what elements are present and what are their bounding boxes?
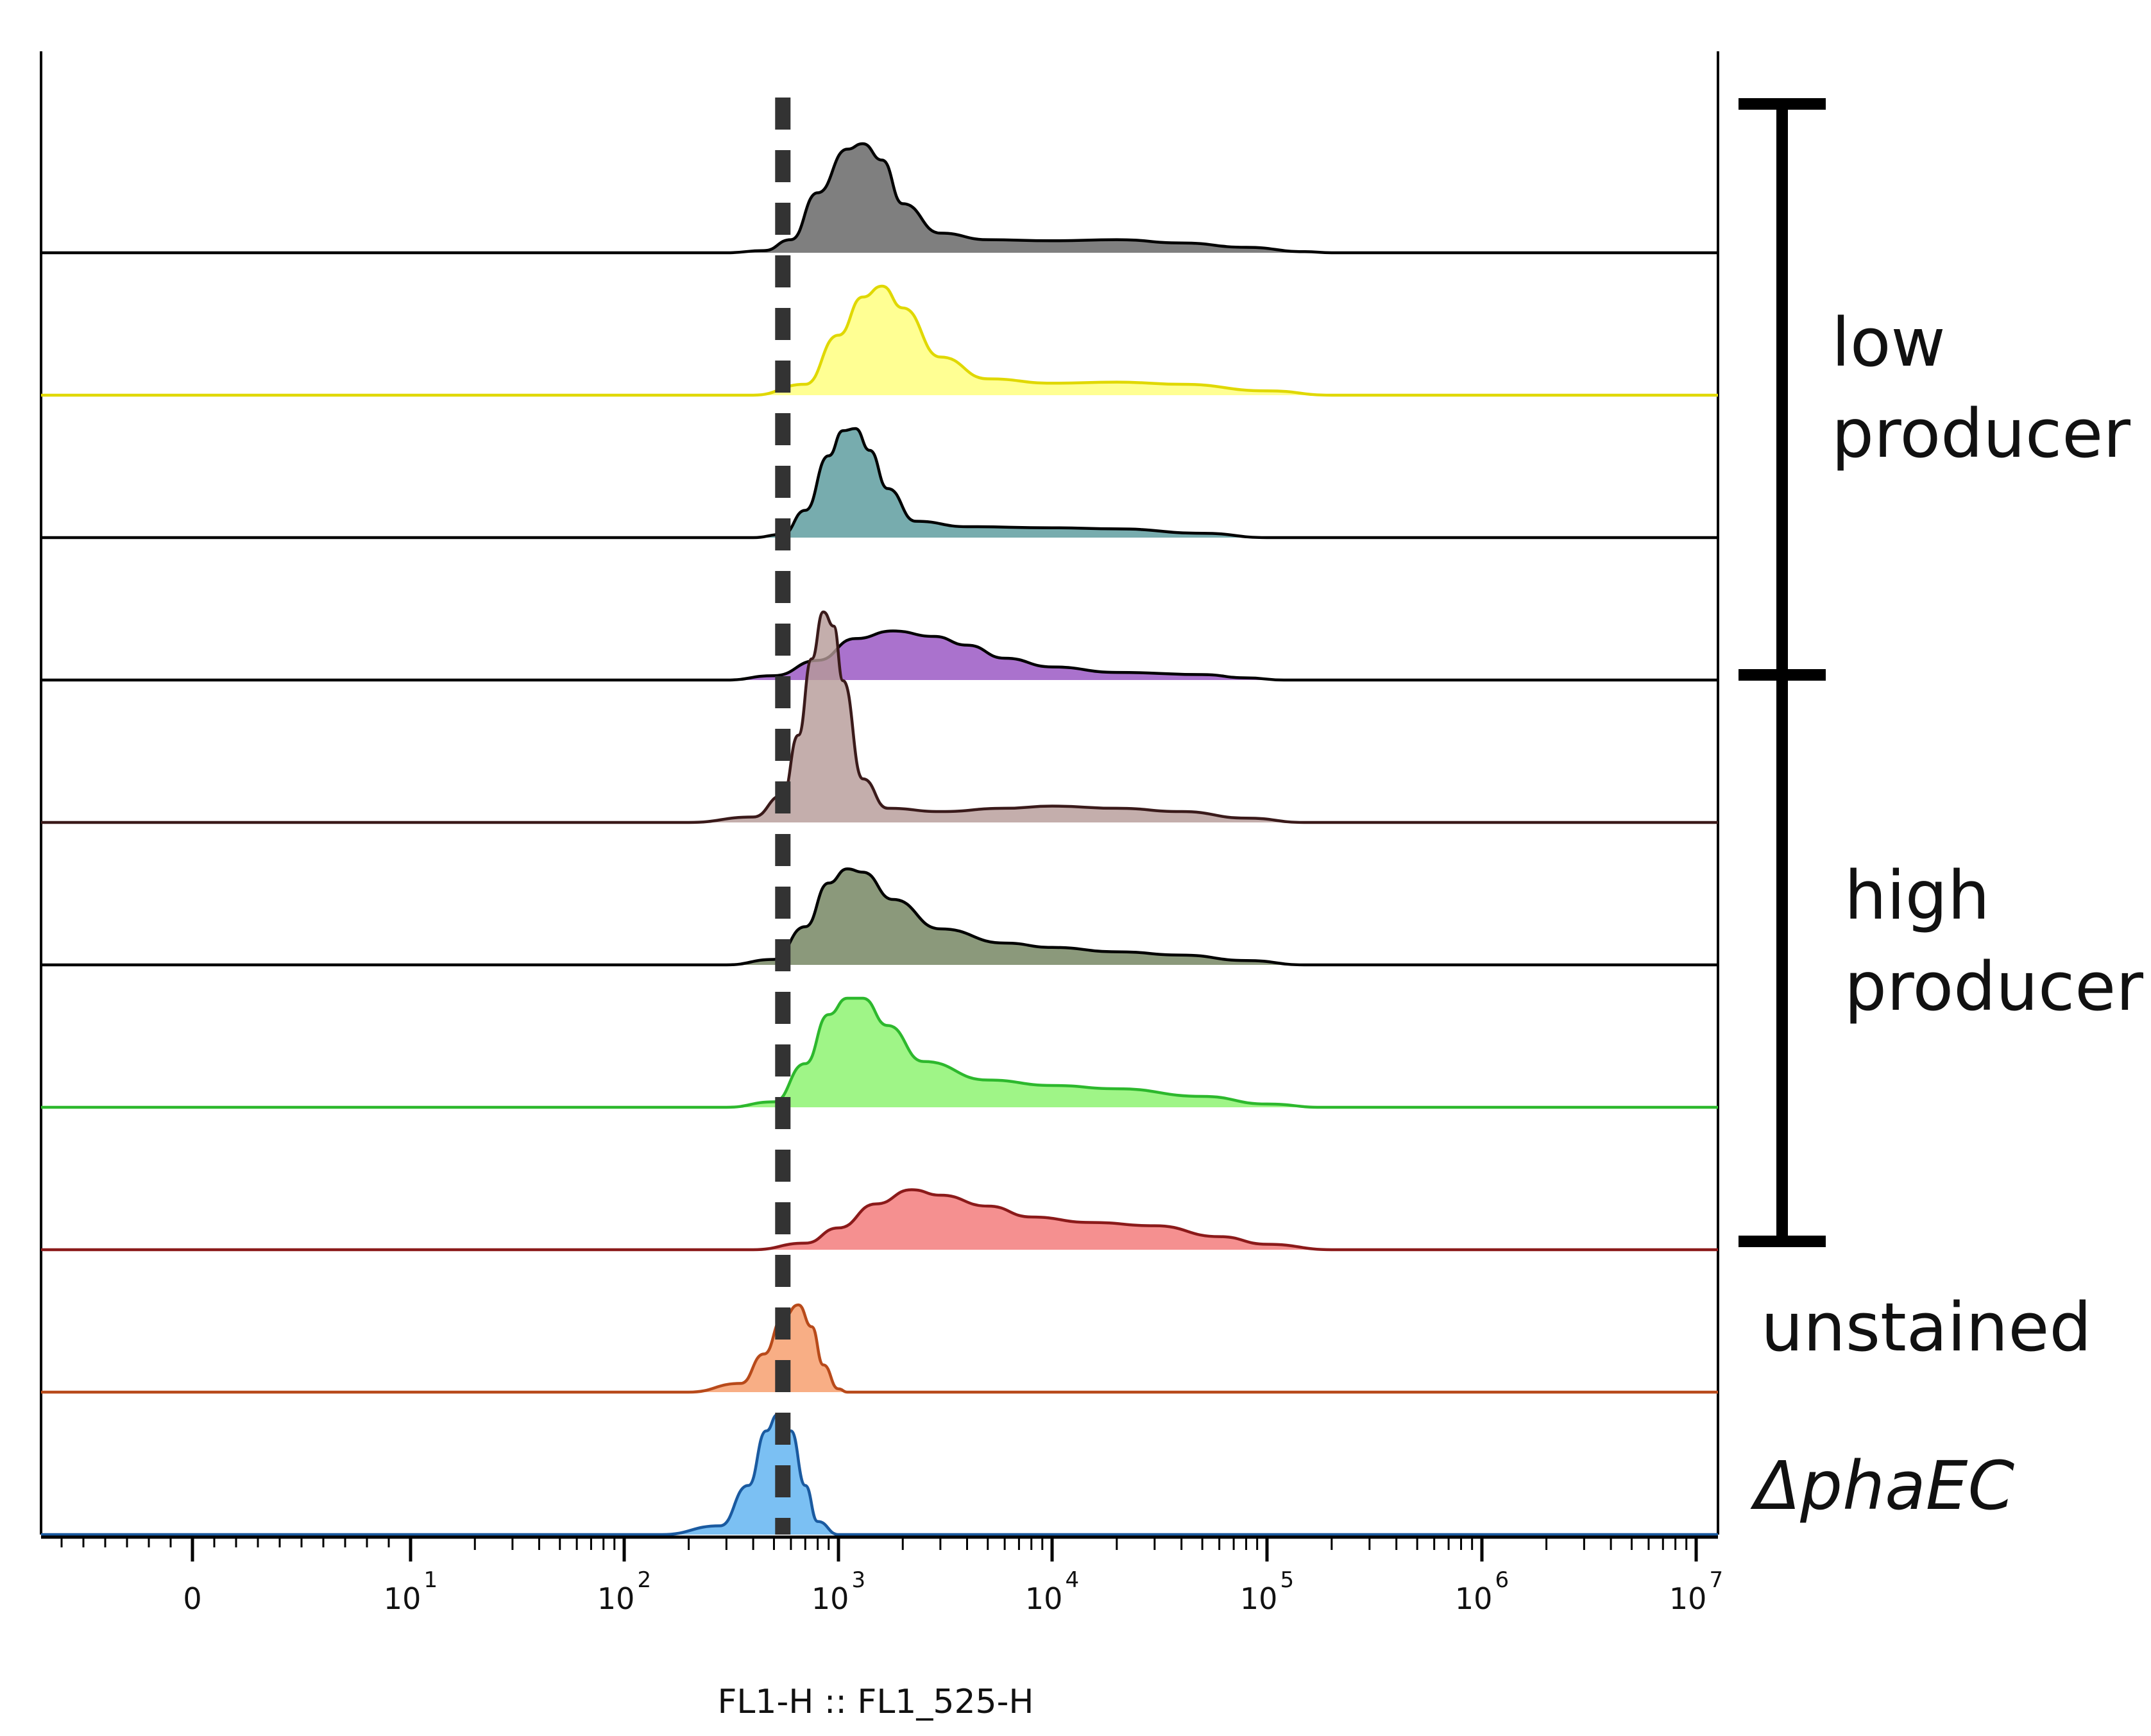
x-tick-exponent: 7	[1709, 1567, 1723, 1593]
histogram-line-row-7	[41, 996, 1718, 1109]
x-tick-label: 0	[183, 1581, 201, 1616]
x-tick-exponent: 4	[1065, 1567, 1079, 1593]
histogram-fill-row-4	[41, 631, 1718, 680]
x-tick-label: 104	[1025, 1567, 1079, 1616]
x-tick-exponent: 1	[423, 1567, 438, 1593]
group-annotations: low producer high producer unstained ΔphaEC	[1739, 98, 2143, 1525]
group-label: producer	[1844, 948, 2143, 1026]
x-tick-label: 102	[597, 1567, 651, 1616]
x-tick-base: 10	[812, 1581, 849, 1616]
x-tick-label: 107	[1669, 1567, 1723, 1616]
histogram-fill-row-2	[41, 286, 1718, 395]
x-tick-label: 105	[1240, 1567, 1294, 1616]
x-tick-label: 101	[384, 1567, 438, 1616]
x-tick-base: 10	[597, 1581, 635, 1616]
group-label: unstained	[1761, 1288, 2091, 1366]
histogram-line-row-10	[41, 1413, 1718, 1536]
x-tick-base: 10	[384, 1581, 421, 1616]
x-tick-exponent: 6	[1495, 1567, 1509, 1593]
x-tick-base: 10	[1669, 1581, 1707, 1616]
histogram-fill-row-7	[41, 998, 1718, 1107]
histogram-line-row-1	[41, 142, 1718, 255]
x-tick-label: 103	[812, 1567, 865, 1616]
histogram-fill-row-8	[41, 1189, 1718, 1250]
histogram-fill-row-6	[41, 869, 1718, 965]
histogram-fill-row-3	[41, 429, 1718, 538]
x-tick-label: 106	[1455, 1567, 1509, 1616]
histogram-fill-row-10	[41, 1415, 1718, 1535]
x-tick-exponent: 3	[851, 1567, 865, 1593]
x-tick-base: 10	[1240, 1581, 1278, 1616]
histogram-line-row-6	[41, 867, 1718, 967]
x-tick-exponent: 2	[637, 1567, 651, 1593]
x-tick-base: 10	[1025, 1581, 1063, 1616]
group-label: producer	[1832, 395, 2130, 473]
histogram-fill-row-1	[41, 144, 1718, 253]
x-axis-title: FL1-H :: FL1_525-H	[717, 1683, 1033, 1721]
group-label: low	[1832, 303, 1946, 382]
histogram-fill-row-9	[41, 1305, 1718, 1392]
group-label: high	[1844, 856, 1990, 935]
x-tick-exponent: 5	[1280, 1567, 1294, 1593]
group-label: ΔphaEC	[1750, 1447, 2015, 1525]
histogram-line-row-8	[41, 1188, 1718, 1252]
histogram-line-row-9	[41, 1303, 1718, 1394]
plot-area	[40, 51, 1719, 1536]
histogram-line-row-5	[41, 610, 1718, 824]
histogram-line-row-2	[41, 284, 1718, 397]
x-tick-base: 10	[1455, 1581, 1493, 1616]
x-tick-base: 0	[183, 1581, 201, 1616]
histogram-line-row-3	[41, 427, 1718, 540]
